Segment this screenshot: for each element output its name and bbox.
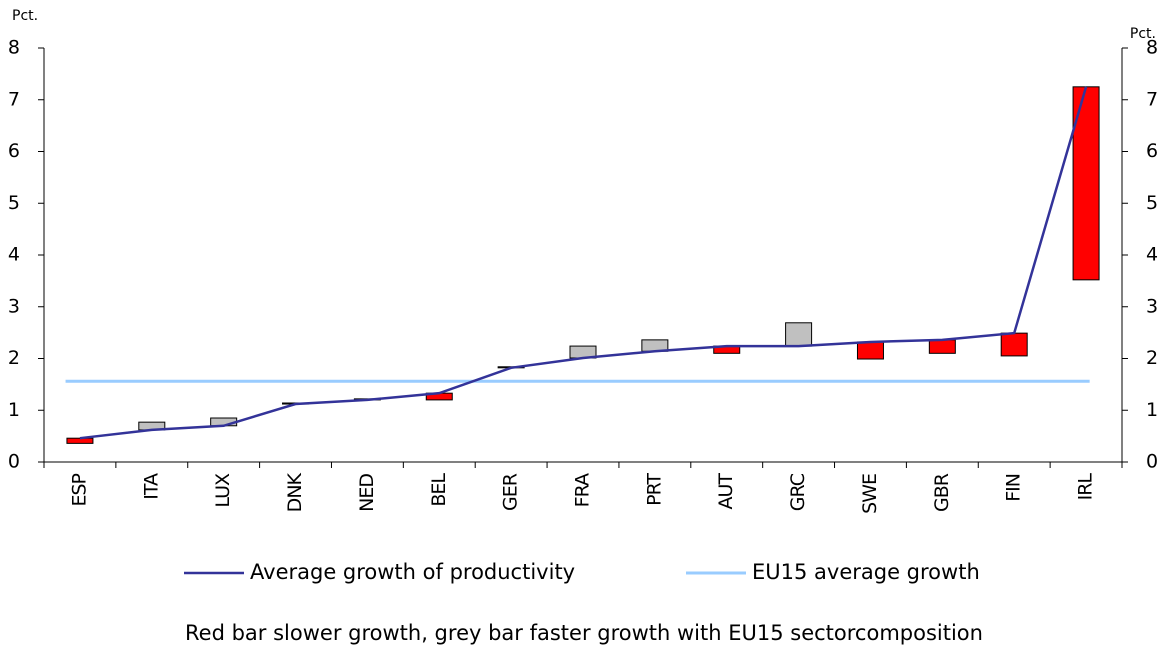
bar bbox=[928, 339, 956, 354]
x-tick-label: IRL bbox=[1075, 473, 1097, 501]
y-tick-label: 2 bbox=[8, 347, 20, 369]
productivity-line bbox=[79, 86, 1088, 440]
y-tick-label: 7 bbox=[8, 88, 20, 110]
x-tick-label: NED bbox=[356, 474, 378, 512]
x-tick-label: SWE bbox=[859, 474, 881, 514]
x-tick-label: GRC bbox=[787, 473, 809, 511]
x-tick-label: AUT bbox=[715, 473, 737, 510]
y-tick-label: 3 bbox=[8, 295, 20, 317]
x-tick-label: GER bbox=[500, 473, 522, 511]
y2-tick-label: 4 bbox=[1146, 244, 1158, 266]
x-tick-label: PRT bbox=[643, 473, 665, 506]
x-tick-label: BEL bbox=[428, 473, 450, 507]
legend-label: EU15 average growth bbox=[752, 560, 980, 584]
y2-tick-label: 8 bbox=[1146, 37, 1158, 59]
y2-tick-label: 2 bbox=[1146, 347, 1158, 369]
y-tick-label: 4 bbox=[8, 244, 20, 266]
x-tick-label: ITA bbox=[140, 473, 162, 500]
y-tick-label: 5 bbox=[8, 192, 20, 214]
y-tick-label: 0 bbox=[8, 451, 20, 473]
y-tick-label: 6 bbox=[8, 140, 20, 162]
y2-tick-label: 6 bbox=[1146, 140, 1158, 162]
y2-tick-label: 7 bbox=[1146, 88, 1158, 110]
x-tick-label: LUX bbox=[212, 473, 234, 508]
x-tick-label: FRA bbox=[572, 473, 594, 507]
y2-tick-label: 0 bbox=[1146, 451, 1158, 473]
y2-tick-label: 3 bbox=[1146, 295, 1158, 317]
y-tick-label: 1 bbox=[8, 399, 20, 421]
x-tick-label: ESP bbox=[68, 473, 90, 506]
legend-label: Average growth of productivity bbox=[250, 560, 575, 584]
y2-tick-label: 1 bbox=[1146, 399, 1158, 421]
y-axis-label: Pct. bbox=[12, 8, 38, 24]
y-tick-label: 8 bbox=[8, 37, 20, 59]
note: Red bar slower growth, grey bar faster g… bbox=[185, 621, 983, 645]
bar bbox=[1000, 332, 1028, 357]
y2-tick-label: 5 bbox=[1146, 192, 1158, 214]
y2-axis-label: Pct. bbox=[1130, 26, 1156, 42]
x-tick-label: FIN bbox=[1003, 474, 1025, 502]
bar bbox=[66, 437, 94, 444]
x-tick-label: GBR bbox=[931, 473, 953, 512]
bar bbox=[856, 341, 884, 360]
x-tick-label: DNK bbox=[284, 472, 306, 512]
bar bbox=[785, 322, 813, 347]
